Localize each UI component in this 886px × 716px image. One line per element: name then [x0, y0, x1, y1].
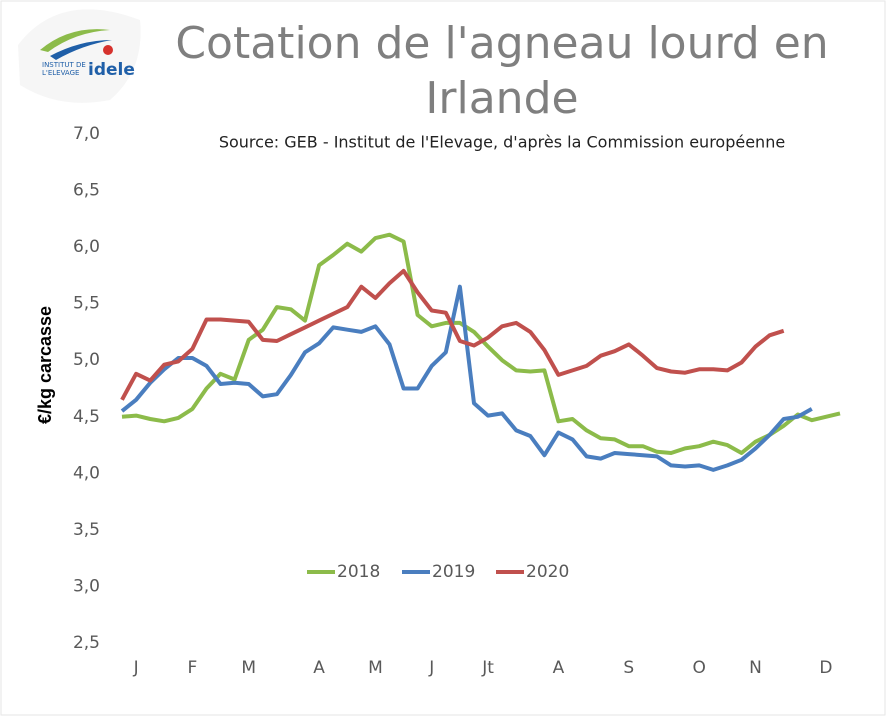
x-tick-label: M: [368, 658, 383, 678]
series-line: [120, 268, 785, 401]
y-tick-label: 3,5: [73, 520, 100, 540]
y-axis-label: €/kg carcasse: [35, 306, 55, 424]
x-tick-label: A: [553, 658, 565, 678]
x-tick-label: F: [188, 658, 198, 678]
x-tick-label: Jt: [481, 658, 494, 678]
chart-title: Cotation de l'agneau lourd en: [175, 18, 828, 69]
y-tick-label: 4,5: [73, 407, 100, 427]
x-tick-label: J: [133, 658, 139, 678]
series-line: [121, 232, 841, 455]
legend-label: 2020: [526, 562, 569, 582]
y-tick-label: 6,5: [73, 181, 100, 201]
y-tick-label: 7,0: [73, 124, 100, 144]
x-tick-label: M: [241, 658, 256, 678]
x-tick-label: J: [428, 658, 434, 678]
logo-dot: [103, 45, 113, 55]
logo-swoosh: [50, 40, 112, 60]
x-tick-label: D: [819, 658, 832, 678]
x-tick-label: A: [313, 658, 325, 678]
y-tick-label: 5,5: [73, 294, 100, 314]
y-tick-label: 6,0: [73, 237, 100, 257]
x-tick-label: O: [693, 658, 706, 678]
y-tick-label: 4,0: [73, 463, 100, 483]
logo-bg: [18, 9, 141, 103]
chart-subtitle: Source: GEB - Institut de l'Elevage, d'a…: [219, 133, 785, 152]
logo-text: L'ELEVAGE: [42, 69, 79, 77]
legend-label: 2019: [432, 562, 475, 582]
logo: INSTITUT DE L'ELEVAGE idele: [18, 9, 141, 103]
y-tick-label: 2,5: [73, 633, 100, 653]
logo-swoosh: [40, 29, 110, 52]
x-tick-label: N: [749, 658, 762, 678]
chart-title: Irlande: [425, 73, 578, 124]
x-tick-label: S: [623, 658, 634, 678]
y-tick-label: 5,0: [73, 350, 100, 370]
legend-label: 2018: [337, 562, 380, 582]
logo-text: INSTITUT DE: [42, 61, 86, 69]
logo-brand: idele: [88, 60, 135, 80]
y-tick-label: 3,0: [73, 576, 100, 596]
